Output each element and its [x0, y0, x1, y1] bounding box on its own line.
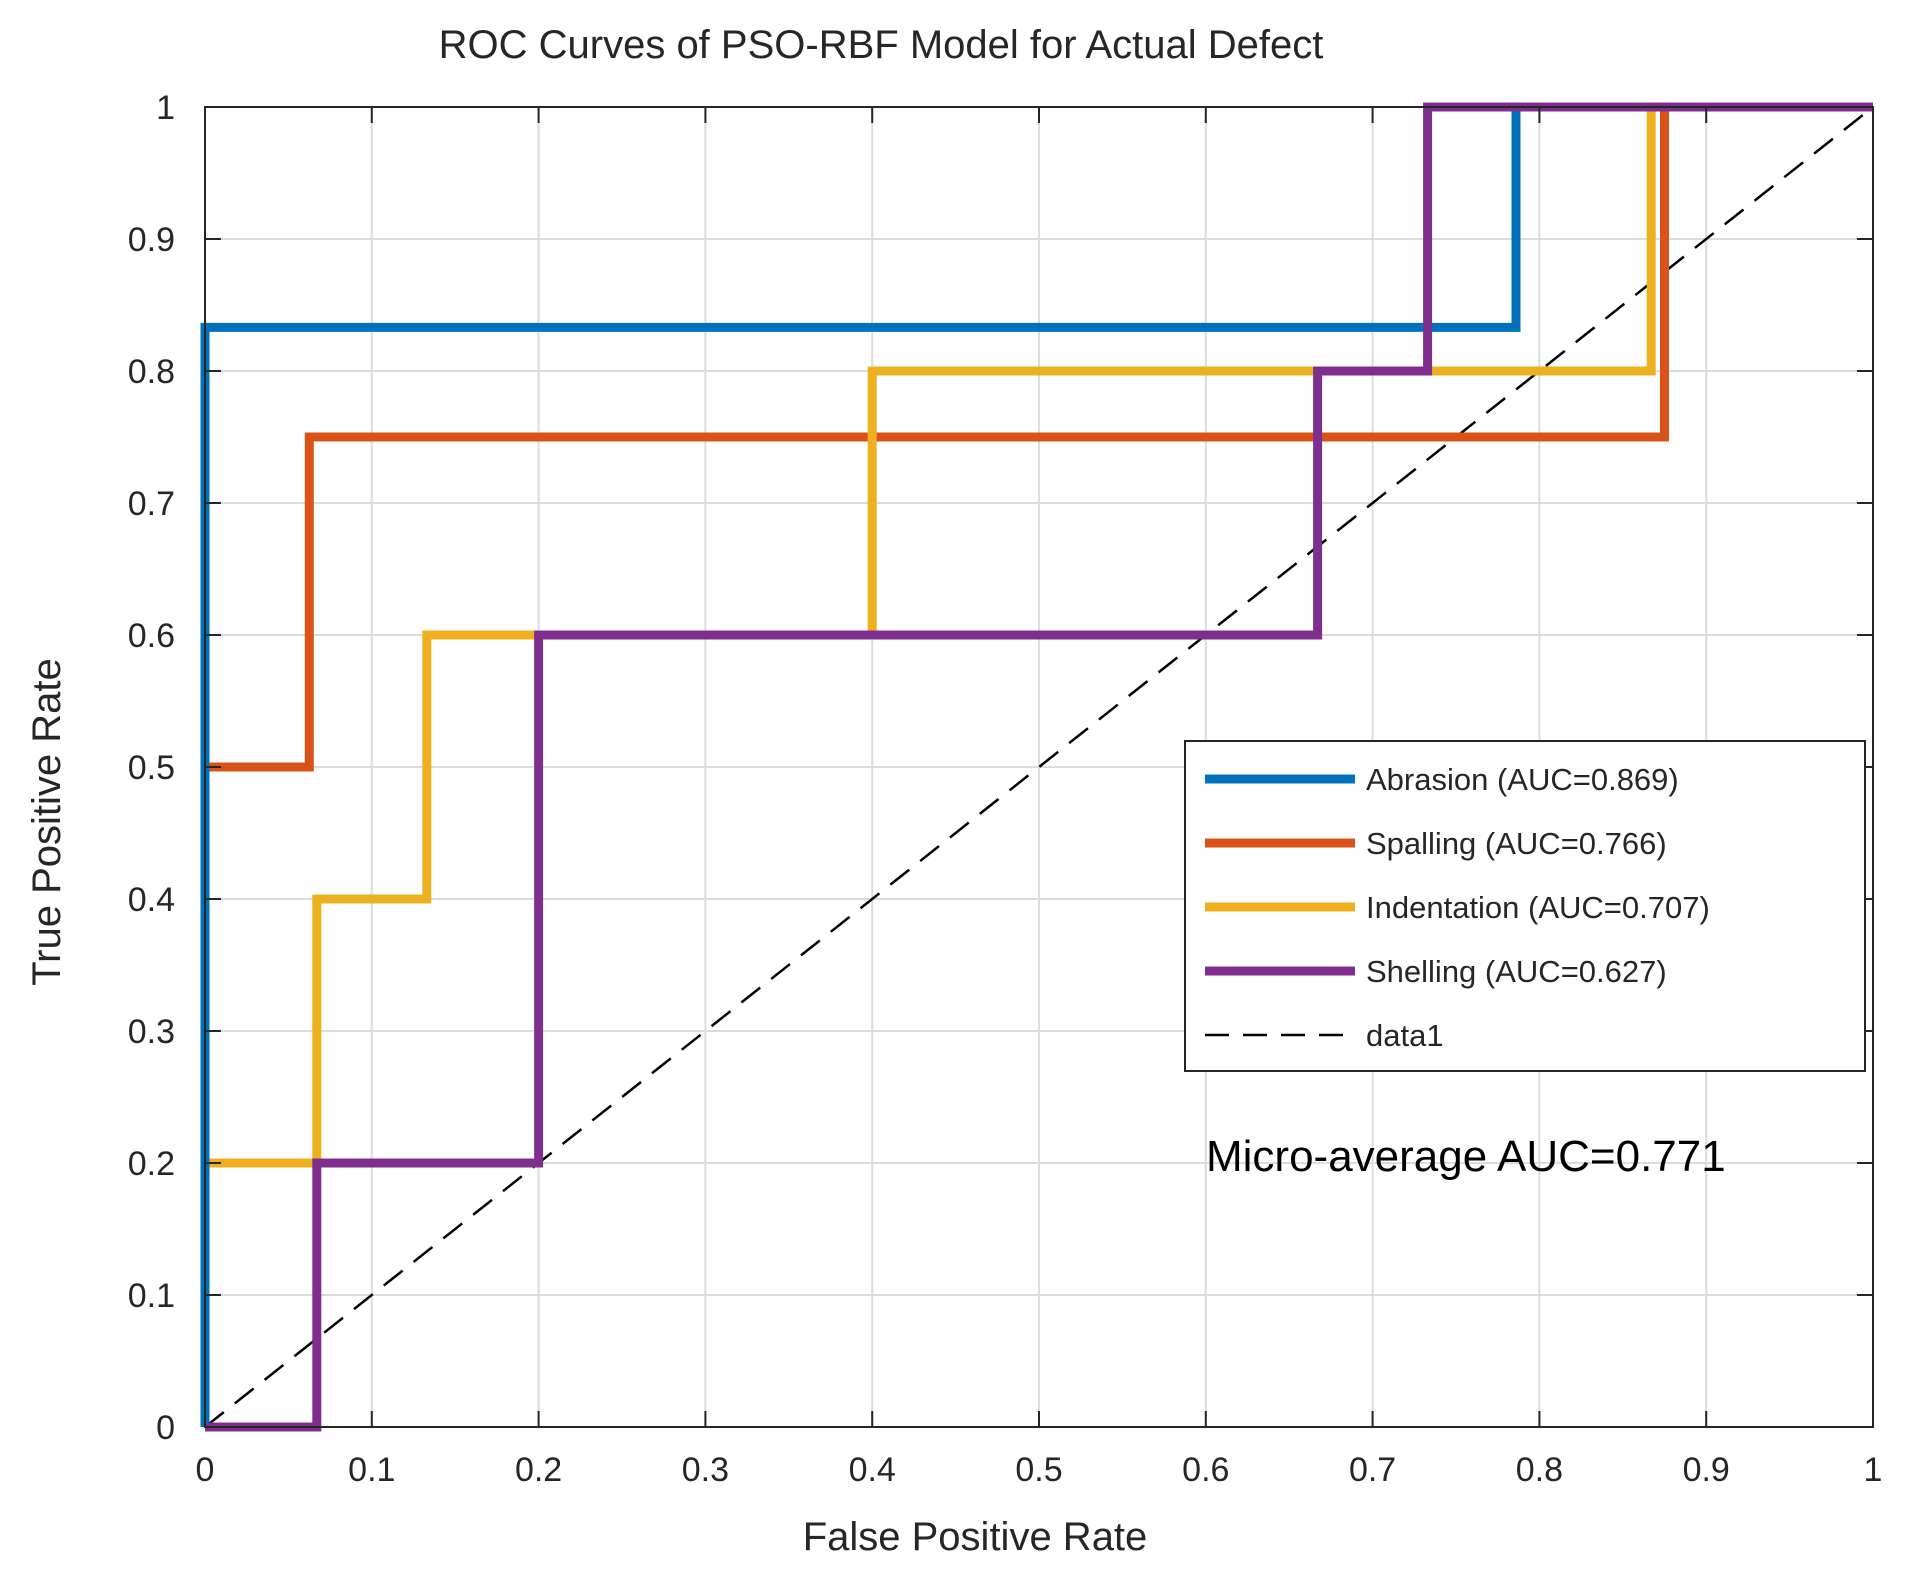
- y-axis-label: True Positive Rate: [25, 658, 69, 986]
- series-line-2: [200, 102, 1873, 1427]
- x-tick-label: 0: [196, 1451, 215, 1489]
- y-tick-label: 1: [156, 89, 175, 127]
- legend-label: Shelling (AUC=0.627): [1366, 954, 1667, 989]
- micro-average-auc-annotation: Micro-average AUC=0.771: [1206, 1132, 1726, 1181]
- x-tick-label: 0.6: [1182, 1451, 1229, 1489]
- y-tick-label: 0.4: [128, 881, 175, 919]
- legend-label: Spalling (AUC=0.766): [1366, 826, 1667, 861]
- x-tick-label: 0.7: [1349, 1451, 1396, 1489]
- x-tick-label: 0.5: [1015, 1451, 1062, 1489]
- x-tick-labels: 0 0.1 0.2 0.3 0.4 0.5 0.6 0.7 0.8 0.9 1: [196, 1451, 1883, 1489]
- y-tick-label: 0.7: [128, 485, 175, 523]
- series-line-reference: [204, 106, 1874, 1428]
- legend-label: data1: [1366, 1018, 1444, 1053]
- x-tick-label: 0.1: [348, 1451, 395, 1489]
- x-tick-label: 0.4: [849, 1451, 896, 1489]
- x-axis-label: False Positive Rate: [803, 1515, 1148, 1559]
- legend-label: Abrasion (AUC=0.869): [1366, 762, 1679, 797]
- x-tick-label: 0.8: [1516, 1451, 1563, 1489]
- tick-marks: [204, 106, 1874, 1428]
- y-tick-label: 0: [156, 1409, 175, 1447]
- y-tick-labels: 0 0.1 0.2 0.3 0.4 0.5 0.6 0.7 0.8 0.9 1: [128, 89, 175, 1447]
- legend-label: Indentation (AUC=0.707): [1366, 890, 1710, 925]
- y-tick-label: 0.8: [128, 353, 175, 391]
- series-line-3: [205, 102, 1873, 1432]
- y-tick-label: 0.6: [128, 617, 175, 655]
- x-tick-label: 0.3: [682, 1451, 729, 1489]
- y-tick-label: 0.3: [128, 1013, 175, 1051]
- y-tick-label: 0.1: [128, 1277, 175, 1315]
- x-tick-label: 0.2: [515, 1451, 562, 1489]
- y-tick-label: 0.2: [128, 1145, 175, 1183]
- y-tick-label: 0.9: [128, 221, 175, 259]
- y-tick-label: 0.5: [128, 749, 175, 787]
- chart-title: ROC Curves of PSO-RBF Model for Actual D…: [439, 23, 1324, 67]
- legend: Abrasion (AUC=0.869) Spalling (AUC=0.766)…: [1184, 740, 1866, 1072]
- x-tick-label: 0.9: [1683, 1451, 1730, 1489]
- x-tick-label: 1: [1864, 1451, 1883, 1489]
